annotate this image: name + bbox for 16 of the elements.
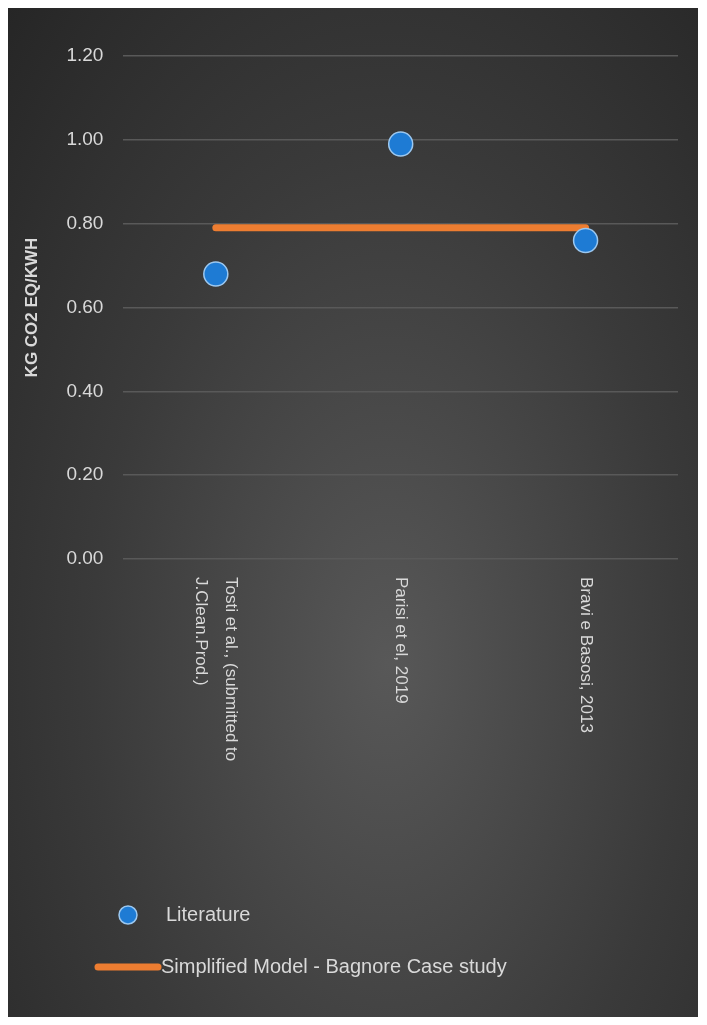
y-tick-label: 1.20: [66, 44, 104, 66]
y-axis-title: KG CO2 EQ/KWH: [21, 237, 41, 378]
y-tick-label: 0.40: [66, 379, 104, 401]
x-tick-label: Bravi e Basosi, 2013: [576, 577, 596, 733]
y-tick-label: 0.00: [66, 547, 104, 569]
legend-label: Simplified Model - Bagnore Case study: [161, 954, 507, 977]
point: [203, 261, 229, 287]
y-tick-label: 1.00: [66, 128, 104, 150]
point: [387, 131, 414, 157]
x-tick-label: Parisi et el, 2019: [392, 577, 411, 704]
point: [572, 227, 599, 254]
x-tick-label: Tosti et al., (submitted to J.Clean.Prod.): [192, 577, 242, 762]
y-tick-label: 0.60: [66, 295, 104, 317]
y-tick-label: 0.80: [66, 211, 104, 233]
legend-label: Literature: [166, 902, 251, 925]
y-tick-label: 0.20: [66, 463, 104, 485]
